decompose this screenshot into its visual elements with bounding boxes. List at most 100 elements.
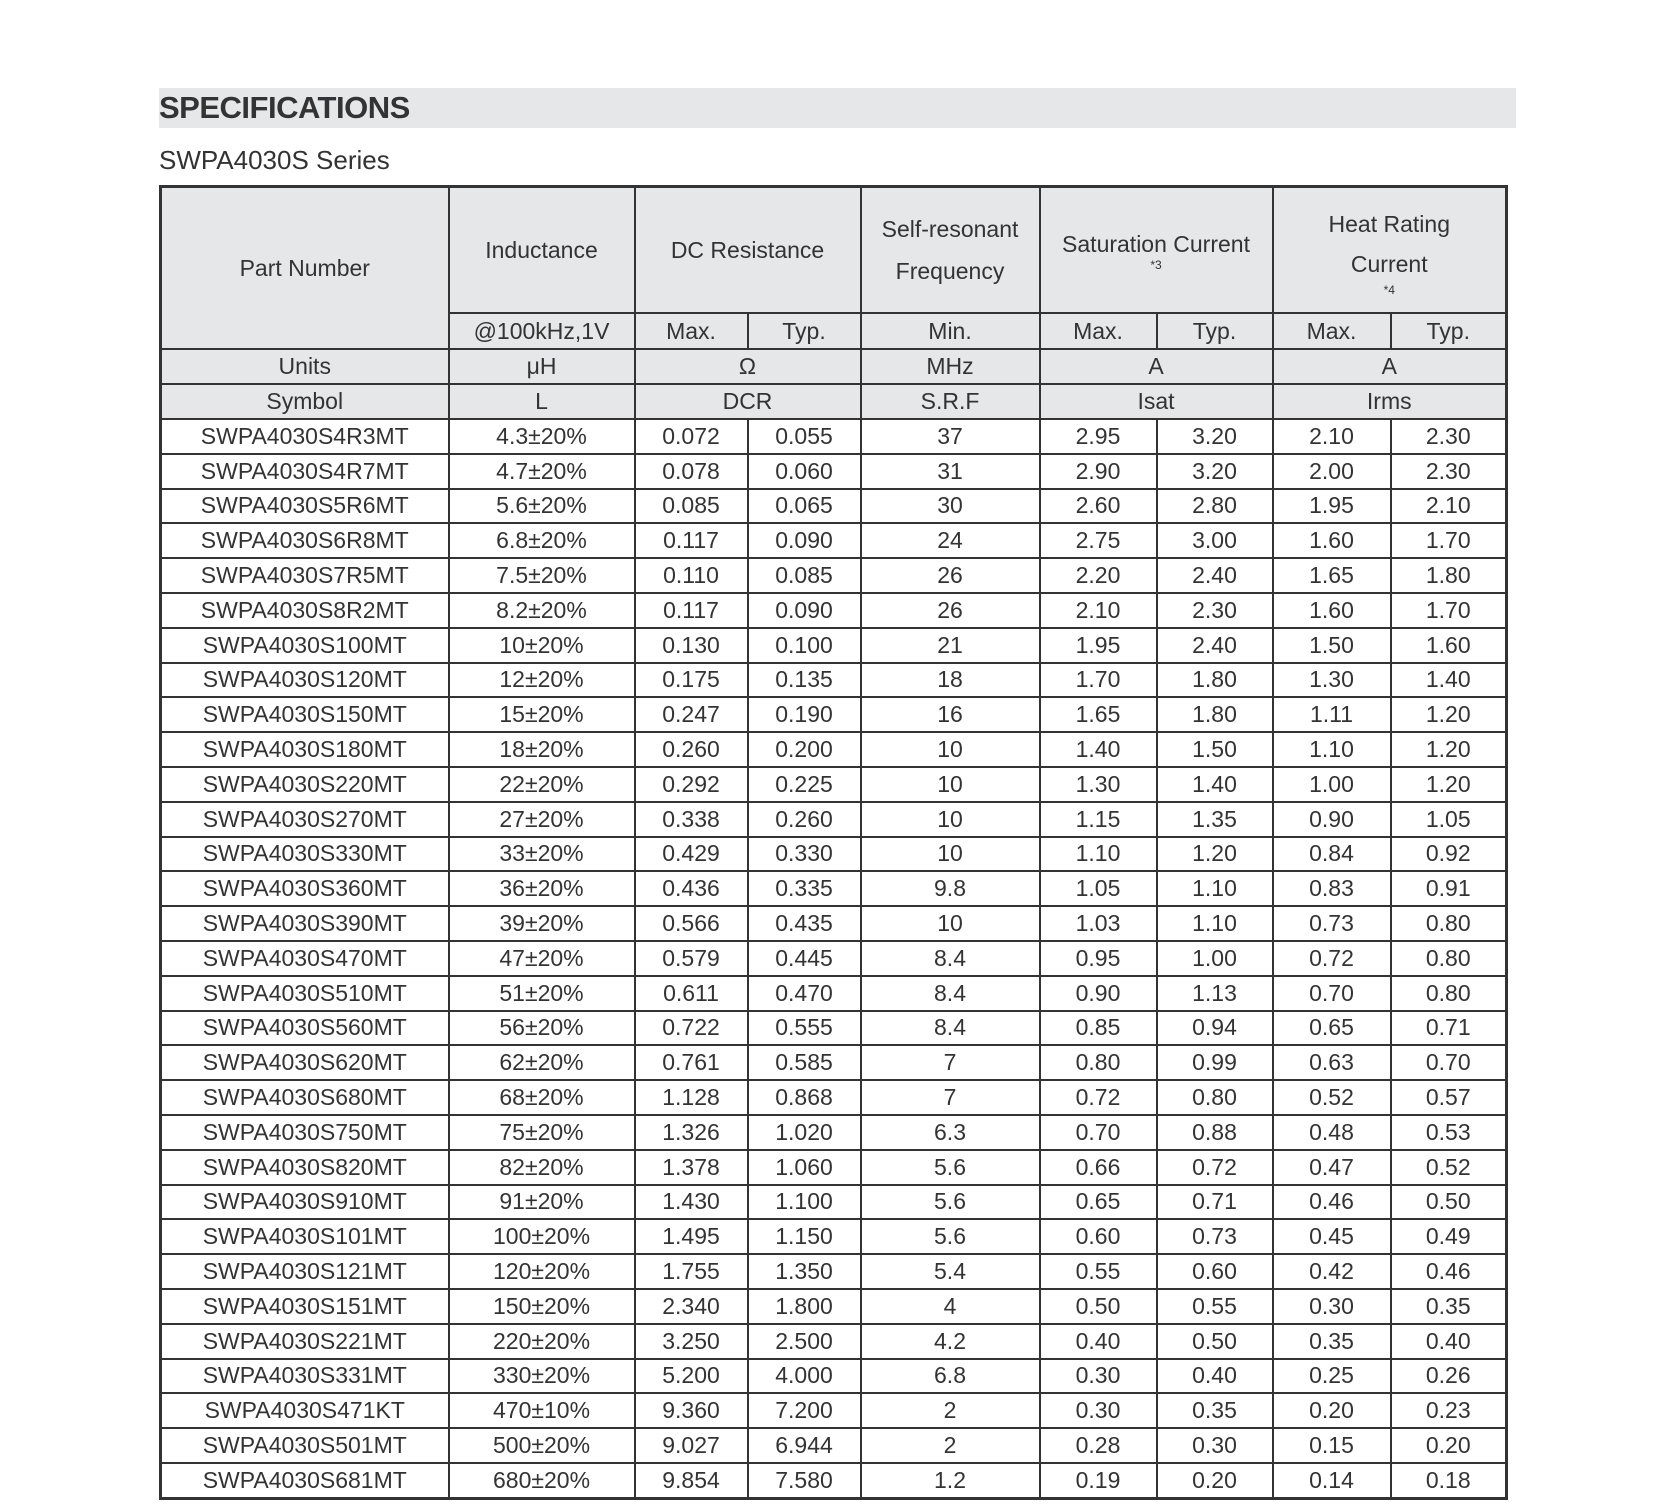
cell-inductance: 100±20% <box>447 1218 636 1256</box>
cell-irms-typ: 0.53 <box>1389 1113 1508 1151</box>
cell-part-number: SWPA4030S7R5MT <box>159 557 450 594</box>
cell-dcr-max: 0.722 <box>633 1009 749 1047</box>
cell-part-number: SWPA4030S121MT <box>159 1253 450 1290</box>
cell-part-number: SWPA4030S4R7MT <box>159 452 450 490</box>
cell-isat-max: 0.70 <box>1038 1113 1158 1151</box>
cell-part-number: SWPA4030S820MT <box>159 1148 450 1186</box>
cell-part-number: SWPA4030S120MT <box>159 661 450 699</box>
cell-irms-typ: 0.49 <box>1389 1218 1508 1256</box>
cell-isat-max: 0.30 <box>1038 1357 1158 1395</box>
cell-dcr-typ: 0.225 <box>746 765 862 803</box>
heat-line2: Current <box>1350 251 1428 277</box>
cell-dcr-typ: 1.350 <box>746 1253 862 1290</box>
cell-inductance: 330±20% <box>447 1357 636 1395</box>
cell-inductance: 36±20% <box>447 870 636 908</box>
cell-inductance: 680±20% <box>447 1461 636 1500</box>
cell-srf-min: 30 <box>859 487 1041 525</box>
cell-irms-typ: 0.80 <box>1389 974 1508 1012</box>
table-row: SWPA4030S220MT 22±20% 0.292 0.225 10 1.30 1.40… <box>159 765 1508 803</box>
cell-dcr-typ: 0.060 <box>746 452 862 490</box>
cell-srf-min: 16 <box>859 696 1041 734</box>
cell-srf-min: 1.2 <box>859 1461 1041 1500</box>
cell-srf-min: 6.8 <box>859 1357 1041 1395</box>
sat-note: *3 <box>1150 258 1162 272</box>
cell-dcr-typ: 1.100 <box>746 1183 862 1221</box>
srf-min: Min. <box>859 312 1041 350</box>
cell-isat-max: 0.60 <box>1038 1218 1158 1256</box>
table-row: SWPA4030S390MT 39±20% 0.566 0.435 10 1.03 1.10… <box>159 905 1508 942</box>
cell-part-number: SWPA4030S221MT <box>159 1322 450 1360</box>
cell-irms-max: 0.72 <box>1271 939 1392 977</box>
cell-part-number: SWPA4030S471KT <box>159 1392 450 1430</box>
header-srf: Self-resonant Frequency <box>859 185 1041 314</box>
cell-srf-min: 6.3 <box>859 1113 1041 1151</box>
cell-dcr-typ: 0.055 <box>746 418 862 455</box>
cell-dcr-max: 1.495 <box>633 1218 749 1256</box>
cell-irms-max: 1.95 <box>1271 487 1392 525</box>
cell-part-number: SWPA4030S180MT <box>159 731 450 768</box>
cell-irms-max: 0.70 <box>1271 974 1392 1012</box>
cell-dcr-max: 1.378 <box>633 1148 749 1186</box>
header-dc-resistance: DC Resistance <box>633 185 862 314</box>
isat-max: Max. <box>1038 312 1158 350</box>
cell-inductance: 47±20% <box>447 939 636 977</box>
table-row: SWPA4030S510MT 51±20% 0.611 0.470 8.4 0.90 1.1… <box>159 974 1508 1012</box>
cell-irms-max: 0.15 <box>1271 1427 1392 1464</box>
cell-isat-max: 2.95 <box>1038 418 1158 455</box>
cell-srf-min: 10 <box>859 765 1041 803</box>
table-row: SWPA4030S150MT 15±20% 0.247 0.190 16 1.65 1.80… <box>159 696 1508 734</box>
cell-srf-min: 24 <box>859 522 1041 560</box>
cell-irms-typ: 0.92 <box>1389 835 1508 873</box>
cell-dcr-typ: 0.090 <box>746 522 862 560</box>
table-row: SWPA4030S4R7MT 4.7±20% 0.078 0.060 31 2.90 3.2… <box>159 452 1508 490</box>
cell-irms-typ: 0.80 <box>1389 905 1508 942</box>
cell-irms-max: 0.63 <box>1271 1044 1392 1082</box>
cell-dcr-typ: 0.435 <box>746 905 862 942</box>
cell-inductance: 470±10% <box>447 1392 636 1430</box>
cell-srf-min: 7 <box>859 1079 1041 1116</box>
cell-irms-typ: 0.26 <box>1389 1357 1508 1395</box>
cell-dcr-typ: 7.580 <box>746 1461 862 1500</box>
cell-part-number: SWPA4030S510MT <box>159 974 450 1012</box>
cell-part-number: SWPA4030S390MT <box>159 905 450 942</box>
cell-irms-max: 0.30 <box>1271 1287 1392 1325</box>
heat-line1: Heat Rating <box>1328 211 1450 237</box>
cell-srf-min: 7 <box>859 1044 1041 1082</box>
cell-isat-typ: 3.20 <box>1155 452 1274 490</box>
cell-dcr-typ: 1.150 <box>746 1218 862 1256</box>
cell-isat-max: 0.85 <box>1038 1009 1158 1047</box>
cell-isat-typ: 0.20 <box>1155 1461 1274 1500</box>
cell-dcr-typ: 0.260 <box>746 800 862 838</box>
cell-dcr-typ: 2.500 <box>746 1322 862 1360</box>
cell-inductance: 27±20% <box>447 800 636 838</box>
cell-dcr-max: 3.250 <box>633 1322 749 1360</box>
cell-dcr-typ: 0.065 <box>746 487 862 525</box>
symbol-inductance: L <box>447 383 636 420</box>
srf-line1: Self-resonant <box>881 216 1019 242</box>
cell-dcr-typ: 0.335 <box>746 870 862 908</box>
cell-srf-min: 2 <box>859 1392 1041 1430</box>
cell-dcr-typ: 6.944 <box>746 1427 862 1464</box>
cell-irms-typ: 0.46 <box>1389 1253 1508 1290</box>
cell-isat-typ: 1.35 <box>1155 800 1274 838</box>
cell-dcr-typ: 0.090 <box>746 591 862 629</box>
cell-inductance: 4.7±20% <box>447 452 636 490</box>
cell-isat-typ: 1.10 <box>1155 870 1274 908</box>
cell-isat-typ: 0.30 <box>1155 1427 1274 1464</box>
cell-dcr-typ: 0.330 <box>746 835 862 873</box>
cell-irms-max: 0.83 <box>1271 870 1392 908</box>
cell-isat-max: 0.28 <box>1038 1427 1158 1464</box>
cell-irms-typ: 2.30 <box>1389 452 1508 490</box>
cell-srf-min: 5.4 <box>859 1253 1041 1290</box>
cell-irms-typ: 0.57 <box>1389 1079 1508 1116</box>
cell-isat-typ: 2.30 <box>1155 591 1274 629</box>
cell-dcr-max: 0.110 <box>633 557 749 594</box>
cell-irms-max: 1.60 <box>1271 591 1392 629</box>
cell-irms-typ: 1.80 <box>1389 557 1508 594</box>
cell-isat-typ: 0.99 <box>1155 1044 1274 1082</box>
table-row: SWPA4030S331MT 330±20% 5.200 4.000 6.8 0.30 0.… <box>159 1357 1508 1395</box>
cell-isat-typ: 2.80 <box>1155 487 1274 525</box>
cell-irms-typ: 0.35 <box>1389 1287 1508 1325</box>
cell-srf-min: 8.4 <box>859 1009 1041 1047</box>
cell-isat-typ: 1.80 <box>1155 661 1274 699</box>
